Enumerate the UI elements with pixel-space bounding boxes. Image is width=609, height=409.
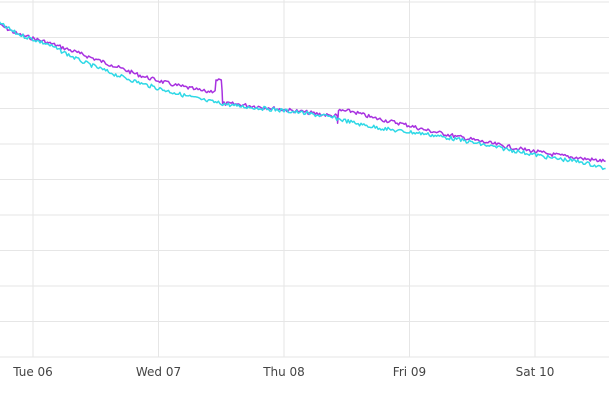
series-line [0, 23, 606, 163]
x-tick-label: Tue 06 [12, 365, 53, 379]
x-tick-label: Fri 09 [393, 365, 426, 379]
series-layer [0, 21, 606, 171]
x-axis-ticks: Tue 06 Wed 07 Thu 08 Fri 09 Sat 10 [12, 365, 554, 379]
x-tick-label: Sat 10 [516, 365, 555, 379]
x-tick-label: Wed 07 [136, 365, 181, 379]
gridlines [0, 0, 609, 358]
x-tick-label: Thu 08 [262, 365, 305, 379]
series-line [0, 21, 606, 171]
